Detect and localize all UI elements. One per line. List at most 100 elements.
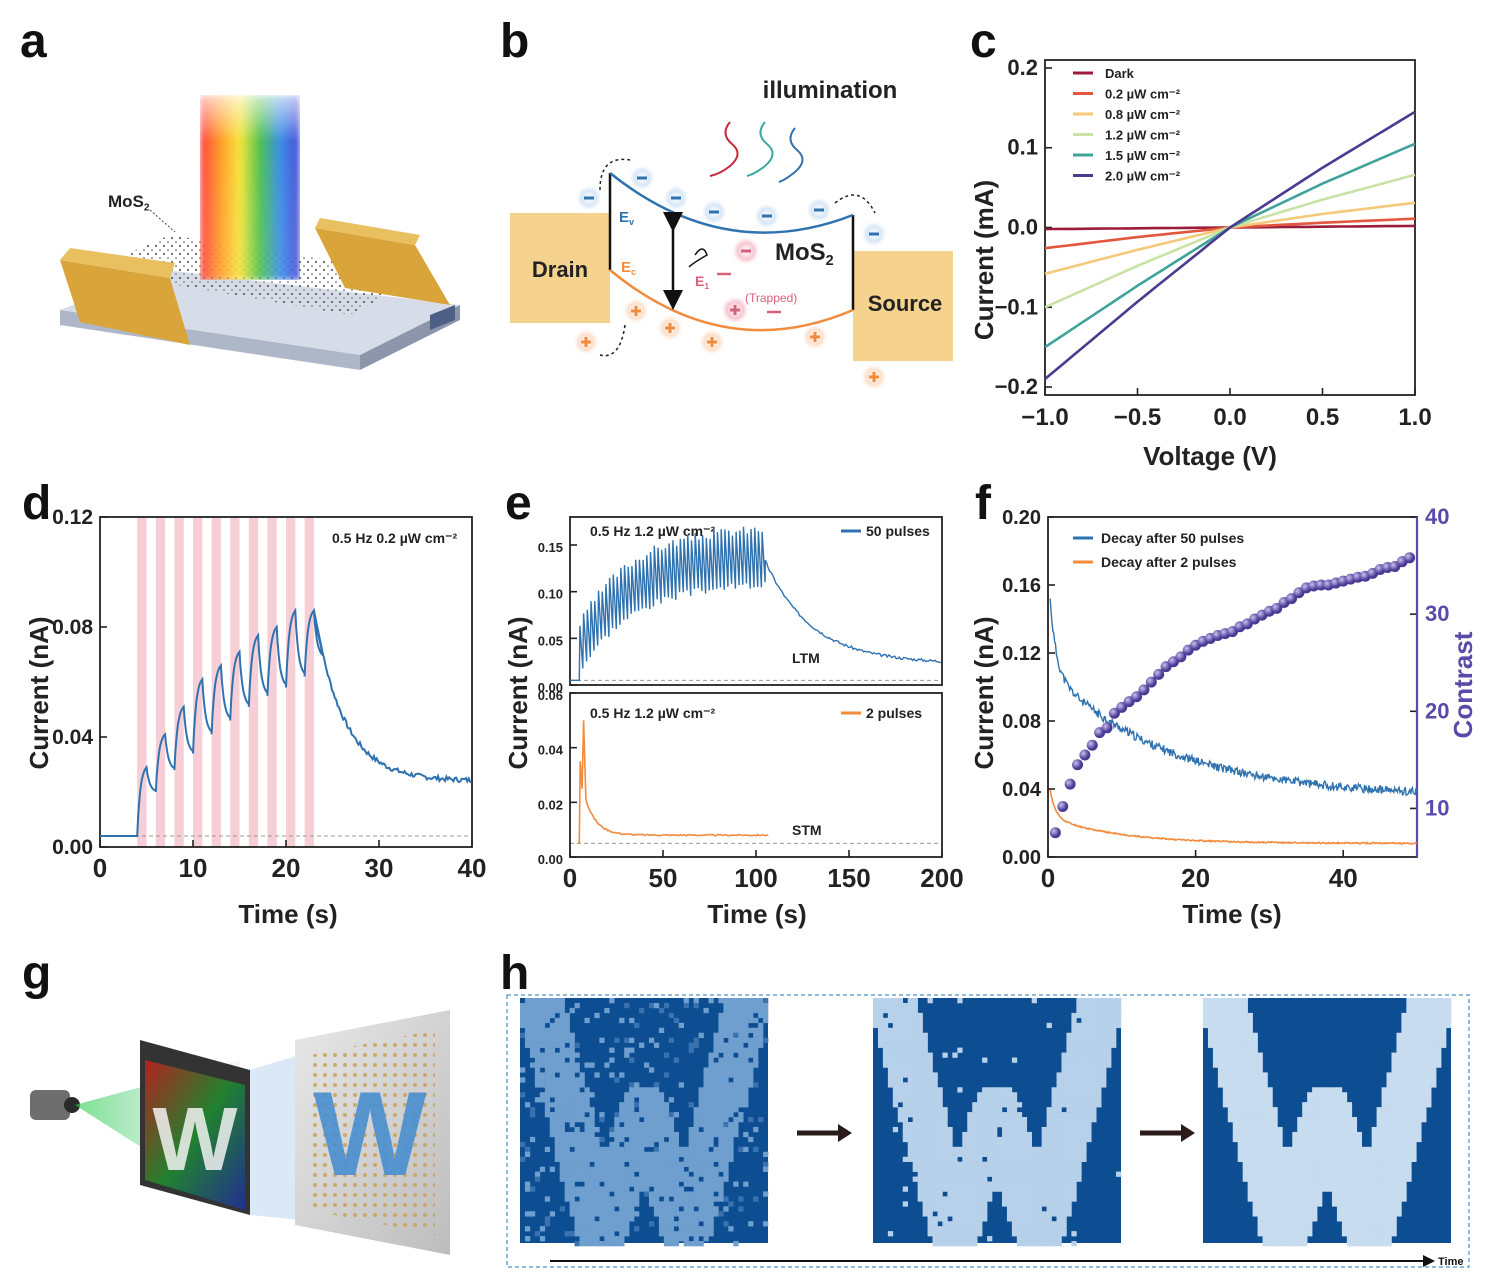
w-pixel <box>1262 1082 1268 1088</box>
w-pixel <box>1106 1057 1112 1063</box>
w-pixel <box>1066 1141 1072 1148</box>
w-pixel <box>1341 1107 1348 1113</box>
w-pixel <box>1006 1191 1013 1197</box>
e-xlabel: Time (s) <box>707 899 806 929</box>
w-pixel <box>1267 1131 1273 1138</box>
w-pixel <box>1242 1032 1248 1038</box>
w-pixel <box>1376 1196 1382 1202</box>
w-pixel <box>1036 1236 1042 1242</box>
w-pixel <box>922 1117 928 1123</box>
w-pixel <box>1302 1231 1308 1237</box>
w-pixel <box>1031 998 1037 1004</box>
w-pixel <box>1267 1241 1273 1247</box>
w-pixel <box>997 1146 1003 1153</box>
w-pixel <box>539 1092 546 1098</box>
w-pixel <box>614 1211 620 1217</box>
w-pixel <box>1006 1201 1013 1207</box>
w-pixel <box>584 1231 590 1237</box>
w-pixel <box>1421 1032 1427 1038</box>
w-pixel <box>1341 1191 1348 1197</box>
w-pixel <box>1391 1161 1397 1167</box>
w-pixel <box>579 1082 585 1088</box>
w-pixel <box>1396 1122 1402 1128</box>
w-pixel <box>564 1136 570 1143</box>
w-pixel <box>668 1126 675 1133</box>
w-pixel <box>539 1097 546 1103</box>
w-pixel <box>1262 1087 1268 1093</box>
noise-pixel <box>753 1146 759 1153</box>
w-pixel <box>639 1092 645 1098</box>
w-pixel <box>1336 1102 1343 1108</box>
w-pixel <box>1086 1052 1092 1058</box>
w-pixel <box>922 1126 928 1133</box>
w-pixel <box>957 1166 963 1172</box>
w-pixel <box>1406 1126 1412 1133</box>
w-pixel <box>564 1146 570 1153</box>
w-pixel <box>1366 1206 1372 1212</box>
w-pixel <box>703 1171 709 1177</box>
w-pixel <box>564 1117 570 1123</box>
w-pixel <box>1411 1077 1417 1083</box>
w-pixel <box>1406 1092 1412 1098</box>
w-pixel <box>947 1206 953 1212</box>
w-pixel <box>693 1131 699 1138</box>
w-pixel <box>1046 1141 1052 1148</box>
w-pixel <box>1011 1171 1018 1177</box>
w-pixel <box>932 1077 938 1083</box>
w-pixel <box>738 998 744 1004</box>
w-pixel <box>564 1082 570 1088</box>
w-pixel <box>609 1201 615 1207</box>
w-pixel <box>997 1156 1003 1162</box>
w-pixel <box>1356 1176 1363 1182</box>
w-pixel <box>1081 1151 1087 1158</box>
w-pixel <box>1031 1151 1037 1158</box>
w-pixel <box>962 1216 968 1222</box>
w-pixel <box>718 1136 724 1143</box>
w-pixel <box>1267 1151 1273 1158</box>
w-pixel <box>688 1226 694 1232</box>
w-pixel <box>1081 1027 1087 1034</box>
w-pixel <box>1341 1102 1348 1108</box>
w-pixel <box>1366 1241 1372 1247</box>
w-pixel <box>1016 1241 1023 1247</box>
w-pixel <box>688 1201 694 1207</box>
w-pixel <box>1297 1216 1303 1222</box>
w-pixel <box>1257 1117 1263 1123</box>
w-pixel <box>1262 1112 1268 1118</box>
w-pixel <box>922 1166 928 1172</box>
w-pixel <box>554 1022 560 1029</box>
w-pixel <box>1071 1186 1077 1192</box>
w-pixel <box>544 1082 551 1088</box>
w-pixel <box>877 1007 884 1014</box>
w-pixel <box>1227 1112 1234 1118</box>
w-pixel <box>927 1131 933 1138</box>
w-pixel <box>982 1171 988 1177</box>
w-pixel <box>604 1191 610 1197</box>
w-pixel <box>1217 1062 1224 1068</box>
w-pixel <box>648 1166 655 1172</box>
w-pixel <box>1396 1171 1402 1177</box>
w-pixel <box>733 1077 739 1083</box>
w-pixel <box>559 1087 565 1093</box>
w-pixel <box>1081 1117 1087 1123</box>
w-pixel <box>1282 1191 1288 1197</box>
w-pixel <box>564 1092 570 1098</box>
w-pixel <box>1066 1161 1072 1167</box>
w-pixel <box>594 1141 600 1148</box>
w-pixel <box>1242 1082 1248 1088</box>
w-pixel <box>1086 1017 1092 1024</box>
w-pixel <box>972 1241 978 1247</box>
w-pixel <box>539 1017 546 1024</box>
w-pixel <box>1051 1117 1057 1123</box>
w-pixel <box>1307 1226 1313 1232</box>
w-pixel <box>1242 1112 1248 1118</box>
w-pixel <box>1381 1136 1387 1143</box>
w-pixel <box>549 1087 556 1093</box>
w-pixel <box>902 1102 909 1108</box>
w-pixel <box>1297 1181 1303 1187</box>
w-pixel <box>1406 1117 1412 1123</box>
w-pixel <box>1011 1141 1018 1148</box>
w-pixel <box>947 1171 953 1177</box>
w-pixel <box>1242 1012 1248 1019</box>
w-pixel <box>1381 1211 1387 1217</box>
